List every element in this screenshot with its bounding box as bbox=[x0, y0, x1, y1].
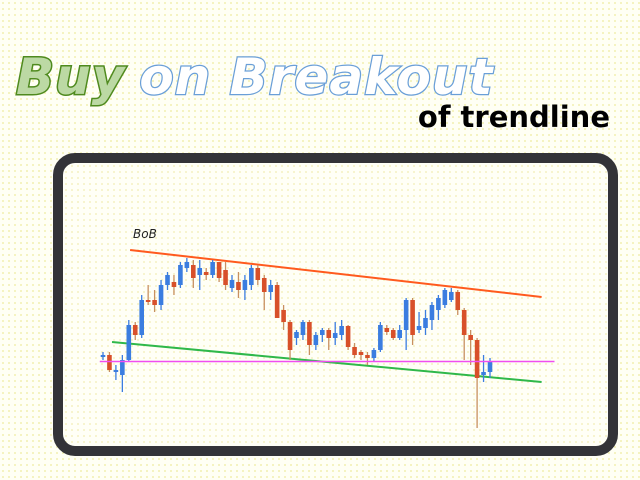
candle-body bbox=[191, 265, 196, 278]
candle-body bbox=[171, 282, 177, 287]
candle-body bbox=[152, 300, 157, 305]
candle-body bbox=[132, 325, 138, 335]
candle-body bbox=[236, 282, 241, 290]
bob-annotation: BoB bbox=[133, 227, 157, 241]
candle-body bbox=[229, 280, 235, 288]
candle-body bbox=[481, 372, 486, 375]
candle-body bbox=[100, 355, 106, 357]
candle-body bbox=[158, 285, 164, 305]
candle-body bbox=[281, 310, 286, 322]
candle-body bbox=[249, 268, 254, 285]
candle-body bbox=[261, 278, 267, 292]
candle-body bbox=[120, 360, 125, 375]
candle-body bbox=[410, 300, 415, 335]
candle-body bbox=[384, 328, 390, 332]
candle-body bbox=[326, 330, 332, 338]
candle-body bbox=[397, 330, 402, 338]
candle-body bbox=[339, 326, 344, 335]
headline-on-breakout: on Breakout bbox=[138, 47, 494, 108]
candle-body bbox=[287, 322, 293, 350]
candle-body bbox=[255, 268, 261, 280]
candle-body bbox=[268, 285, 273, 292]
candle-body bbox=[345, 326, 351, 347]
candle-body bbox=[307, 322, 312, 345]
candle-body bbox=[442, 290, 448, 305]
candle-body bbox=[468, 335, 473, 340]
candle-body bbox=[107, 355, 112, 370]
candle-body bbox=[113, 370, 119, 372]
candle-body bbox=[461, 310, 467, 335]
candle-body bbox=[436, 298, 441, 310]
candle-body bbox=[126, 325, 132, 360]
candle-body bbox=[223, 270, 228, 285]
candle-body bbox=[216, 262, 222, 278]
candle-body bbox=[429, 305, 435, 320]
candle-body bbox=[210, 262, 215, 275]
candle-body bbox=[390, 330, 396, 338]
candle-body bbox=[371, 350, 377, 358]
candle-body bbox=[423, 318, 428, 328]
candle-body bbox=[320, 330, 325, 335]
candle-body bbox=[474, 340, 480, 378]
candle-body bbox=[274, 285, 280, 318]
candle-body bbox=[365, 355, 370, 358]
candle-body bbox=[197, 268, 203, 275]
candle-body bbox=[165, 275, 170, 285]
candle-body bbox=[487, 362, 493, 372]
candle-body bbox=[378, 325, 383, 350]
candle-body bbox=[203, 272, 209, 275]
candle-body bbox=[145, 300, 151, 302]
candle-body bbox=[352, 347, 357, 355]
subtitle: of trendline bbox=[417, 100, 610, 134]
candle-body bbox=[242, 280, 248, 290]
candle-body bbox=[178, 265, 183, 285]
chart-frame bbox=[53, 153, 618, 456]
resistance-line bbox=[129, 249, 542, 298]
candle-body bbox=[139, 300, 144, 335]
candle-body bbox=[332, 333, 338, 338]
headline-buy: Buy bbox=[14, 47, 126, 108]
candle-body bbox=[184, 262, 190, 268]
candle-body bbox=[416, 326, 422, 330]
candle-body bbox=[300, 322, 306, 335]
candle-body bbox=[358, 352, 364, 355]
candle-body bbox=[313, 335, 319, 345]
candle-body bbox=[403, 300, 409, 330]
candle-body bbox=[294, 332, 299, 338]
headline: Buy on Breakout bbox=[14, 47, 494, 108]
candle-body bbox=[449, 292, 454, 300]
candle-body bbox=[455, 292, 461, 310]
